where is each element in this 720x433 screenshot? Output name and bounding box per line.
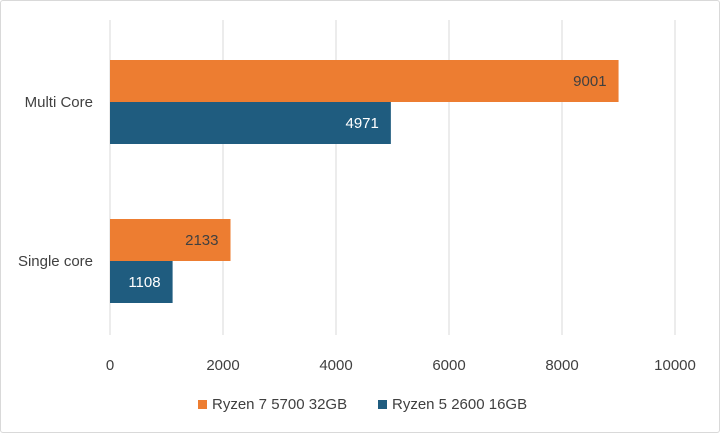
bar <box>110 102 391 144</box>
x-tick-label: 4000 <box>319 357 352 374</box>
bar-value-label: 2133 <box>185 232 218 249</box>
legend-swatch <box>378 400 387 409</box>
bar-value-label: 9001 <box>573 73 606 90</box>
category-label: Multi Core <box>25 94 93 111</box>
category-label: Single core <box>18 253 93 270</box>
x-tick-label: 10000 <box>654 357 696 374</box>
x-tick-label: 8000 <box>545 357 578 374</box>
bar-value-label: 4971 <box>345 115 378 132</box>
x-tick-label: 2000 <box>206 357 239 374</box>
x-tick-label: 0 <box>106 357 114 374</box>
bars: 9001 4971 2133 1108 <box>110 60 619 303</box>
bar <box>110 219 231 261</box>
legend-entry: Ryzen 5 2600 16GB <box>392 396 527 413</box>
x-tick-labels: 0 2000 4000 6000 8000 10000 <box>106 357 696 374</box>
category-labels: Multi Core Single core <box>18 94 93 270</box>
bar <box>110 60 619 102</box>
bar-value-label: 1108 <box>128 274 160 291</box>
legend: Ryzen 7 5700 32GB Ryzen 5 2600 16GB <box>198 396 527 413</box>
x-tick-label: 6000 <box>432 357 465 374</box>
bar <box>110 261 173 303</box>
legend-swatch <box>198 400 207 409</box>
legend-entry: Ryzen 7 5700 32GB <box>212 396 347 413</box>
